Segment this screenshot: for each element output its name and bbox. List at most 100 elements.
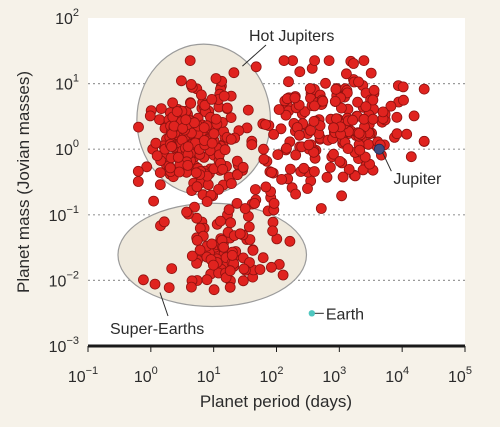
planet-point: [354, 144, 366, 156]
planet-point: [190, 167, 202, 179]
planet-point: [309, 100, 320, 112]
planet-point: [284, 235, 296, 247]
super-earths-leader-line: [159, 292, 169, 317]
y-tick-label: 10−2: [49, 269, 79, 290]
planet-point: [281, 142, 292, 154]
planet-point: [267, 225, 279, 237]
planet-point: [315, 203, 327, 214]
planet-point: [266, 166, 277, 178]
planet-point: [343, 163, 355, 175]
hot-jupiters-label: Hot Jupiters: [249, 28, 334, 45]
planet-point: [238, 263, 250, 275]
planet-point: [284, 163, 296, 175]
planet-point: [254, 264, 266, 275]
planet-point: [171, 106, 183, 117]
planet-point: [148, 195, 160, 207]
planet-point: [206, 137, 218, 149]
planet-point: [280, 109, 292, 121]
planet-point: [335, 102, 347, 114]
planet-point: [353, 76, 364, 88]
planet-point: [308, 116, 320, 127]
planet-point: [185, 79, 197, 90]
planet-point: [283, 76, 294, 88]
planet-point: [367, 113, 379, 125]
planet-point: [184, 55, 196, 66]
planet-point: [249, 184, 261, 195]
planet-point: [182, 141, 194, 153]
planet-point: [242, 104, 254, 116]
planet-point: [368, 84, 380, 96]
planet-point: [225, 178, 237, 190]
planet-point: [289, 92, 301, 104]
planet-point: [408, 110, 420, 122]
planet-point: [360, 101, 372, 112]
planet-point: [198, 122, 210, 133]
planet-point: [352, 96, 364, 108]
planet-point: [167, 97, 179, 109]
planet-point: [302, 183, 313, 194]
planet-point: [231, 169, 243, 181]
planet-point: [385, 100, 397, 112]
planet-point: [172, 151, 184, 163]
planet-point: [290, 149, 302, 161]
planet-point: [329, 96, 341, 107]
planet-point: [182, 159, 194, 171]
planet-point: [154, 114, 165, 125]
planet-point: [221, 102, 233, 114]
planet-point: [258, 153, 270, 165]
planet-point: [293, 129, 305, 141]
planet-point: [191, 234, 203, 246]
planet-point: [151, 150, 163, 162]
planet-point: [208, 128, 220, 140]
planet-point: [418, 135, 430, 147]
planet-point: [273, 104, 285, 115]
planet-point: [246, 139, 258, 151]
planet-point: [353, 127, 365, 139]
planet-point: [225, 133, 237, 145]
planet-point: [206, 238, 218, 250]
planet-point: [365, 67, 377, 79]
x-axis-title: Planet period (days): [200, 392, 352, 411]
planet-point: [226, 249, 238, 261]
planet-point: [260, 181, 272, 193]
planet-point: [195, 89, 207, 101]
jupiter-point: [373, 143, 385, 155]
planet-point: [132, 165, 144, 177]
planet-point: [334, 155, 346, 167]
planet-point: [231, 197, 243, 209]
planet-point: [265, 261, 277, 273]
planet-point: [336, 190, 348, 202]
planet-point: [150, 137, 162, 149]
planet-point: [234, 228, 246, 240]
super-earths-label: Super-Earths: [110, 321, 204, 338]
planet-point: [309, 55, 321, 66]
planet-point: [144, 110, 156, 122]
planet-point: [305, 124, 316, 136]
planet-point: [217, 163, 229, 175]
planet-point: [149, 278, 161, 290]
planet-point: [207, 259, 219, 271]
planet-point: [317, 95, 329, 107]
planet-point: [340, 68, 352, 80]
planet-point: [348, 58, 359, 69]
planet-point: [391, 128, 403, 140]
planet-point: [337, 171, 349, 183]
y-tick-label: 10−3: [49, 335, 79, 356]
planet-point: [133, 121, 144, 133]
planet-point: [257, 252, 269, 264]
planet-point: [132, 176, 144, 187]
planet-point: [224, 265, 236, 277]
planet-point: [250, 61, 262, 73]
planet-point: [249, 197, 261, 209]
planet-point: [298, 162, 310, 174]
y-tick-label: 10−1: [49, 204, 79, 225]
planet-point: [191, 181, 203, 193]
planet-point: [166, 141, 178, 153]
planet-point: [268, 128, 280, 140]
planet-point: [185, 281, 197, 293]
planet-point: [324, 161, 336, 173]
earth-point: [308, 310, 316, 317]
planet-point: [175, 75, 187, 87]
y-tick-label: 100: [55, 138, 79, 159]
